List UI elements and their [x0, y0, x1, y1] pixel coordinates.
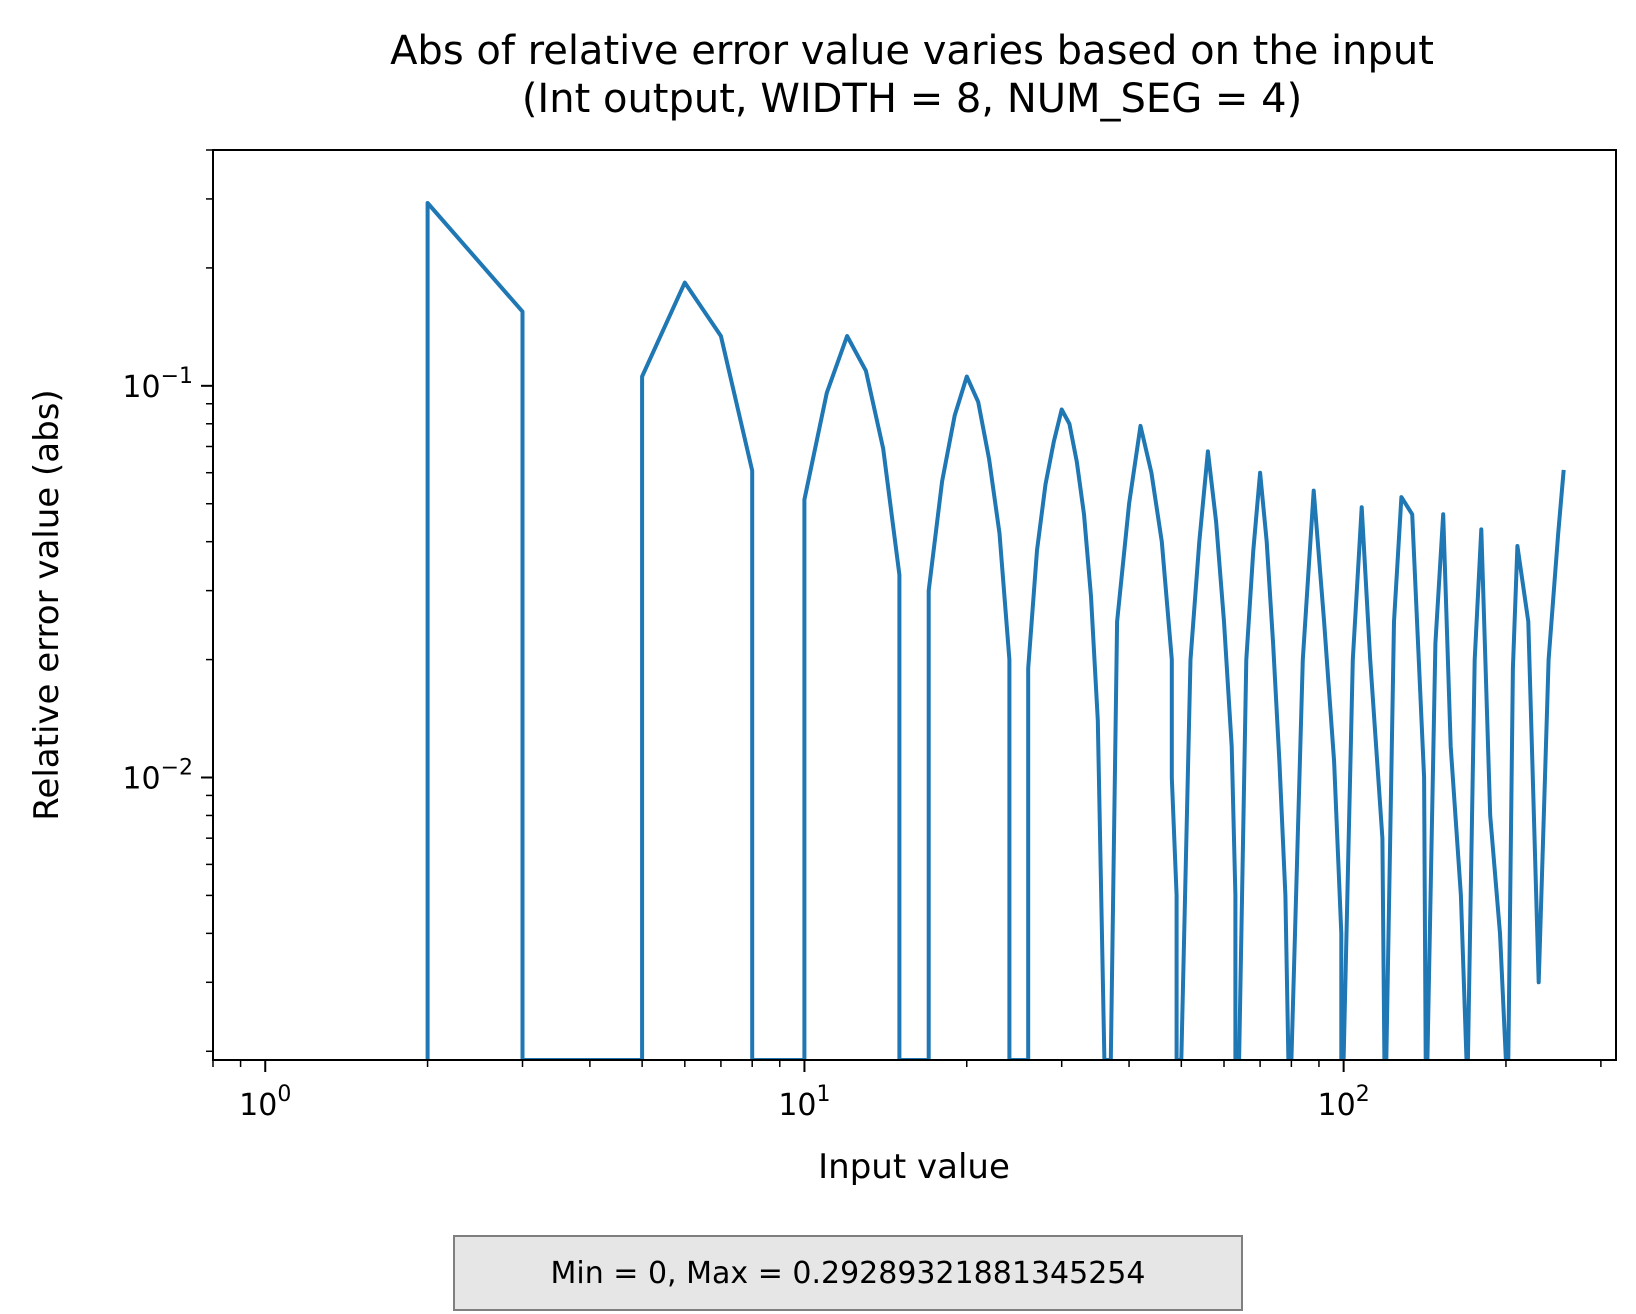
chart-title-line-2: (Int output, WIDTH = 8, NUM_SEG = 4)	[522, 76, 1302, 122]
x-tick-label-0: 100	[239, 1082, 291, 1123]
y-axis-label: Relative error value (abs)	[27, 389, 67, 820]
x-axis-label: Input value	[818, 1147, 1010, 1187]
x-tick-label-2: 102	[1318, 1082, 1370, 1123]
y-tick-label-1: 10−1	[122, 364, 193, 405]
stats-box: Min = 0, Max = 0.29289321881345254	[453, 1235, 1243, 1311]
stats-text: Min = 0, Max = 0.29289321881345254	[550, 1255, 1146, 1291]
series-line-0	[425, 201, 1566, 1060]
plot-frame	[212, 149, 1617, 1061]
y-tick-label-0: 10−2	[122, 755, 193, 796]
axis-ticks: 100 101 102 10−2 10−1	[122, 149, 1602, 1123]
plot-area	[425, 201, 1566, 1060]
x-tick-label-1: 101	[778, 1082, 830, 1123]
chart-title-line-1: Abs of relative error value varies based…	[390, 28, 1434, 74]
